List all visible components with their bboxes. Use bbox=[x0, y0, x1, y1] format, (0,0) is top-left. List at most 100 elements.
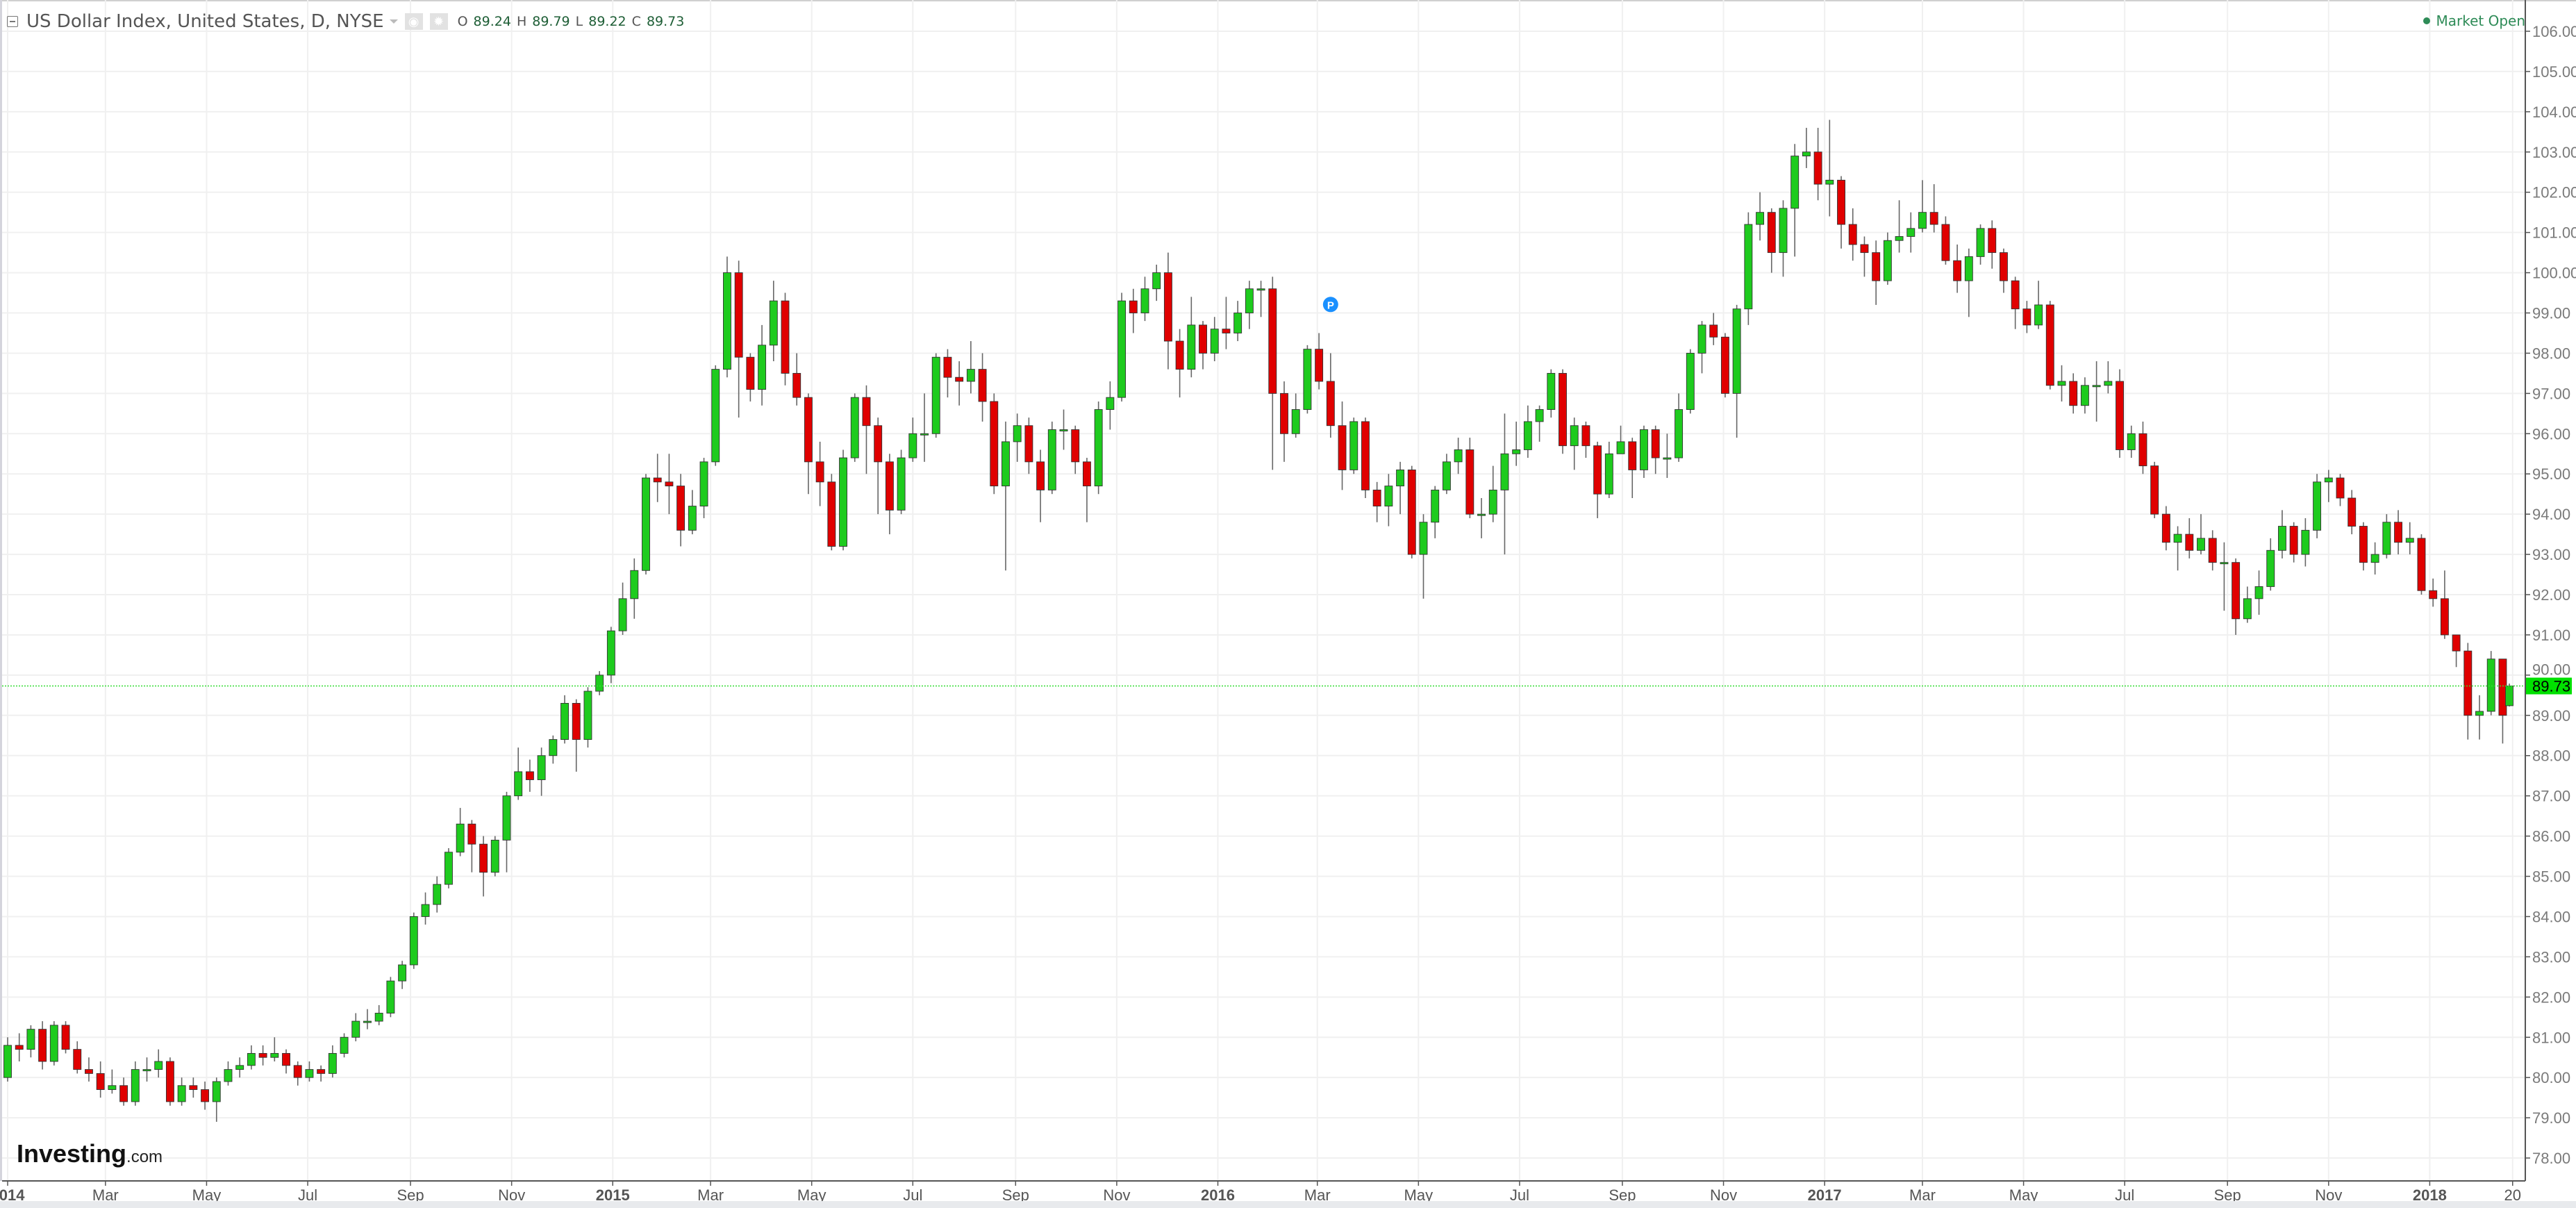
candle[interactable] bbox=[758, 324, 767, 406]
gear-icon[interactable]: ✹ bbox=[429, 13, 448, 30]
candle[interactable] bbox=[978, 353, 987, 422]
candle[interactable] bbox=[1129, 288, 1138, 333]
candle[interactable] bbox=[2080, 377, 2089, 414]
candle[interactable] bbox=[258, 1045, 267, 1066]
candle[interactable] bbox=[549, 735, 558, 764]
candle[interactable] bbox=[1326, 353, 1335, 438]
candle[interactable] bbox=[583, 687, 592, 748]
candle[interactable] bbox=[630, 558, 639, 619]
candle[interactable] bbox=[1581, 421, 1590, 458]
candle[interactable] bbox=[189, 1077, 198, 1098]
candle[interactable] bbox=[839, 449, 847, 551]
candle[interactable] bbox=[792, 353, 801, 406]
candle[interactable] bbox=[1024, 417, 1033, 474]
candle[interactable] bbox=[2243, 586, 2252, 623]
candle[interactable] bbox=[363, 1009, 372, 1029]
candle[interactable] bbox=[1361, 417, 1370, 498]
candle[interactable] bbox=[665, 454, 674, 515]
candle[interactable] bbox=[2220, 542, 2229, 611]
candle[interactable] bbox=[2486, 651, 2495, 715]
candle[interactable] bbox=[1802, 128, 1811, 168]
candle[interactable] bbox=[1918, 180, 1927, 233]
candle[interactable] bbox=[1988, 220, 1997, 269]
candle[interactable] bbox=[2452, 634, 2461, 668]
candle[interactable] bbox=[108, 1069, 117, 1094]
candle[interactable] bbox=[734, 260, 743, 418]
candle[interactable] bbox=[2475, 695, 2484, 740]
candle[interactable] bbox=[2359, 522, 2368, 571]
candle[interactable] bbox=[618, 582, 627, 635]
candle[interactable] bbox=[1268, 276, 1277, 470]
candle[interactable] bbox=[1338, 401, 1347, 490]
candle[interactable] bbox=[1547, 369, 1556, 418]
candle[interactable] bbox=[2289, 522, 2298, 563]
candle[interactable] bbox=[305, 1061, 314, 1082]
candle[interactable] bbox=[2185, 518, 2194, 559]
candle[interactable] bbox=[328, 1045, 337, 1078]
marker-circle-icon[interactable] bbox=[1322, 297, 1338, 313]
candle[interactable] bbox=[1559, 369, 1567, 454]
candle[interactable] bbox=[595, 671, 604, 695]
candle[interactable] bbox=[1744, 212, 1753, 325]
candle[interactable] bbox=[827, 474, 836, 551]
dropdown-caret-icon[interactable] bbox=[389, 19, 398, 24]
candle[interactable] bbox=[2301, 518, 2310, 567]
candle[interactable] bbox=[1349, 417, 1358, 474]
candle[interactable] bbox=[1767, 208, 1776, 273]
candle[interactable] bbox=[2197, 514, 2205, 555]
candle[interactable] bbox=[1825, 119, 1834, 217]
candle[interactable] bbox=[2429, 578, 2438, 607]
candle[interactable] bbox=[804, 393, 813, 495]
candle[interactable] bbox=[966, 341, 975, 394]
candle[interactable] bbox=[165, 1057, 174, 1106]
candle[interactable] bbox=[2336, 474, 2345, 506]
candle[interactable] bbox=[1117, 292, 1127, 402]
candle[interactable] bbox=[502, 791, 511, 872]
candle[interactable] bbox=[1523, 405, 1532, 458]
candle[interactable] bbox=[2266, 538, 2275, 591]
candle[interactable] bbox=[1500, 413, 1509, 555]
candle[interactable] bbox=[2348, 490, 2357, 535]
candle[interactable] bbox=[1047, 421, 1056, 495]
candle[interactable] bbox=[2011, 276, 2020, 329]
candle[interactable] bbox=[1535, 405, 1544, 442]
candle[interactable] bbox=[235, 1057, 244, 1078]
candle[interactable] bbox=[1872, 240, 1881, 305]
candle[interactable] bbox=[653, 454, 662, 502]
candle[interactable] bbox=[2440, 570, 2449, 639]
candle[interactable] bbox=[26, 1025, 35, 1058]
candle[interactable] bbox=[1210, 317, 1219, 362]
candle[interactable] bbox=[2405, 522, 2414, 555]
candle[interactable] bbox=[2463, 643, 2473, 740]
candle[interactable] bbox=[2127, 425, 2136, 458]
y-axis[interactable]: 78.00 79.00 80.00 81.00 82.00 83.00 84.00 85.00… bbox=[2525, 0, 2576, 1181]
candle[interactable] bbox=[398, 961, 407, 989]
candle[interactable] bbox=[2505, 684, 2513, 707]
candle[interactable] bbox=[537, 747, 546, 796]
candle[interactable] bbox=[560, 695, 569, 744]
candle[interactable] bbox=[201, 1081, 210, 1110]
candle[interactable] bbox=[1697, 321, 1706, 374]
candle[interactable] bbox=[723, 256, 731, 378]
candle[interactable] bbox=[1999, 248, 2008, 293]
candle[interactable] bbox=[1256, 281, 1265, 317]
candle[interactable] bbox=[467, 820, 476, 872]
candle[interactable] bbox=[1013, 413, 1022, 462]
candle[interactable] bbox=[781, 292, 790, 386]
candle[interactable] bbox=[606, 627, 615, 684]
candle[interactable] bbox=[1152, 264, 1161, 301]
candle[interactable] bbox=[1291, 393, 1300, 438]
candle[interactable] bbox=[2394, 510, 2403, 555]
candle[interactable] bbox=[862, 385, 871, 474]
candle[interactable] bbox=[514, 747, 523, 800]
candle[interactable] bbox=[1059, 409, 1068, 450]
collapse-icon[interactable] bbox=[7, 16, 18, 27]
candle[interactable] bbox=[1604, 441, 1613, 498]
candle[interactable] bbox=[1675, 393, 1684, 462]
candle[interactable] bbox=[224, 1061, 233, 1086]
candle[interactable] bbox=[1976, 224, 1985, 265]
candle[interactable] bbox=[1837, 176, 1845, 249]
candle[interactable] bbox=[1732, 304, 1741, 438]
candle[interactable] bbox=[2417, 534, 2426, 595]
